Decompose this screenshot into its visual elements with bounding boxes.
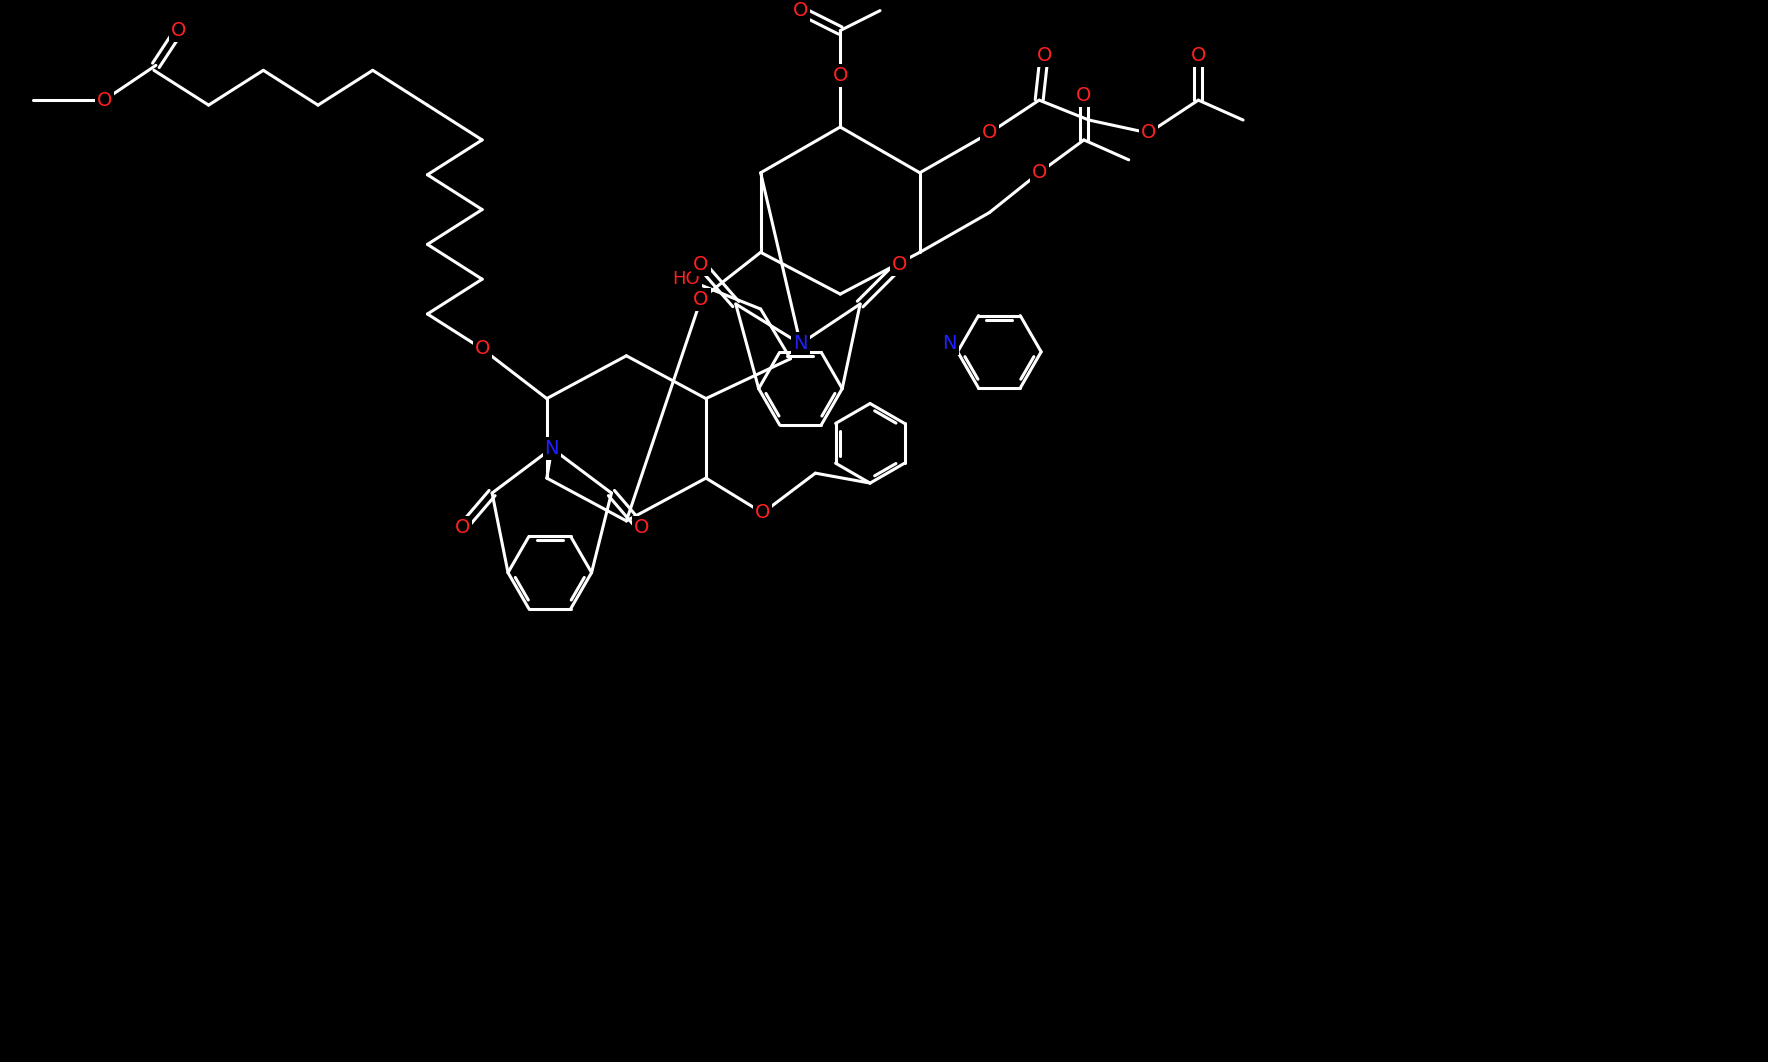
Text: O: O: [454, 518, 470, 537]
Text: O: O: [833, 66, 849, 85]
Text: O: O: [981, 123, 997, 142]
Text: O: O: [633, 518, 649, 537]
Text: HO: HO: [672, 270, 700, 288]
Text: O: O: [693, 255, 709, 274]
Text: O: O: [792, 1, 808, 20]
Text: O: O: [1140, 123, 1156, 142]
Text: N: N: [794, 335, 808, 354]
Text: O: O: [893, 255, 907, 274]
Text: O: O: [97, 90, 111, 109]
Text: N: N: [545, 439, 559, 458]
Text: N: N: [942, 335, 956, 354]
Text: O: O: [755, 503, 771, 523]
Text: O: O: [1077, 86, 1091, 105]
Text: O: O: [693, 290, 709, 309]
Text: O: O: [171, 21, 186, 40]
Text: O: O: [1031, 164, 1047, 183]
Text: O: O: [1036, 46, 1052, 65]
Text: O: O: [474, 340, 490, 358]
Text: O: O: [1190, 46, 1206, 65]
